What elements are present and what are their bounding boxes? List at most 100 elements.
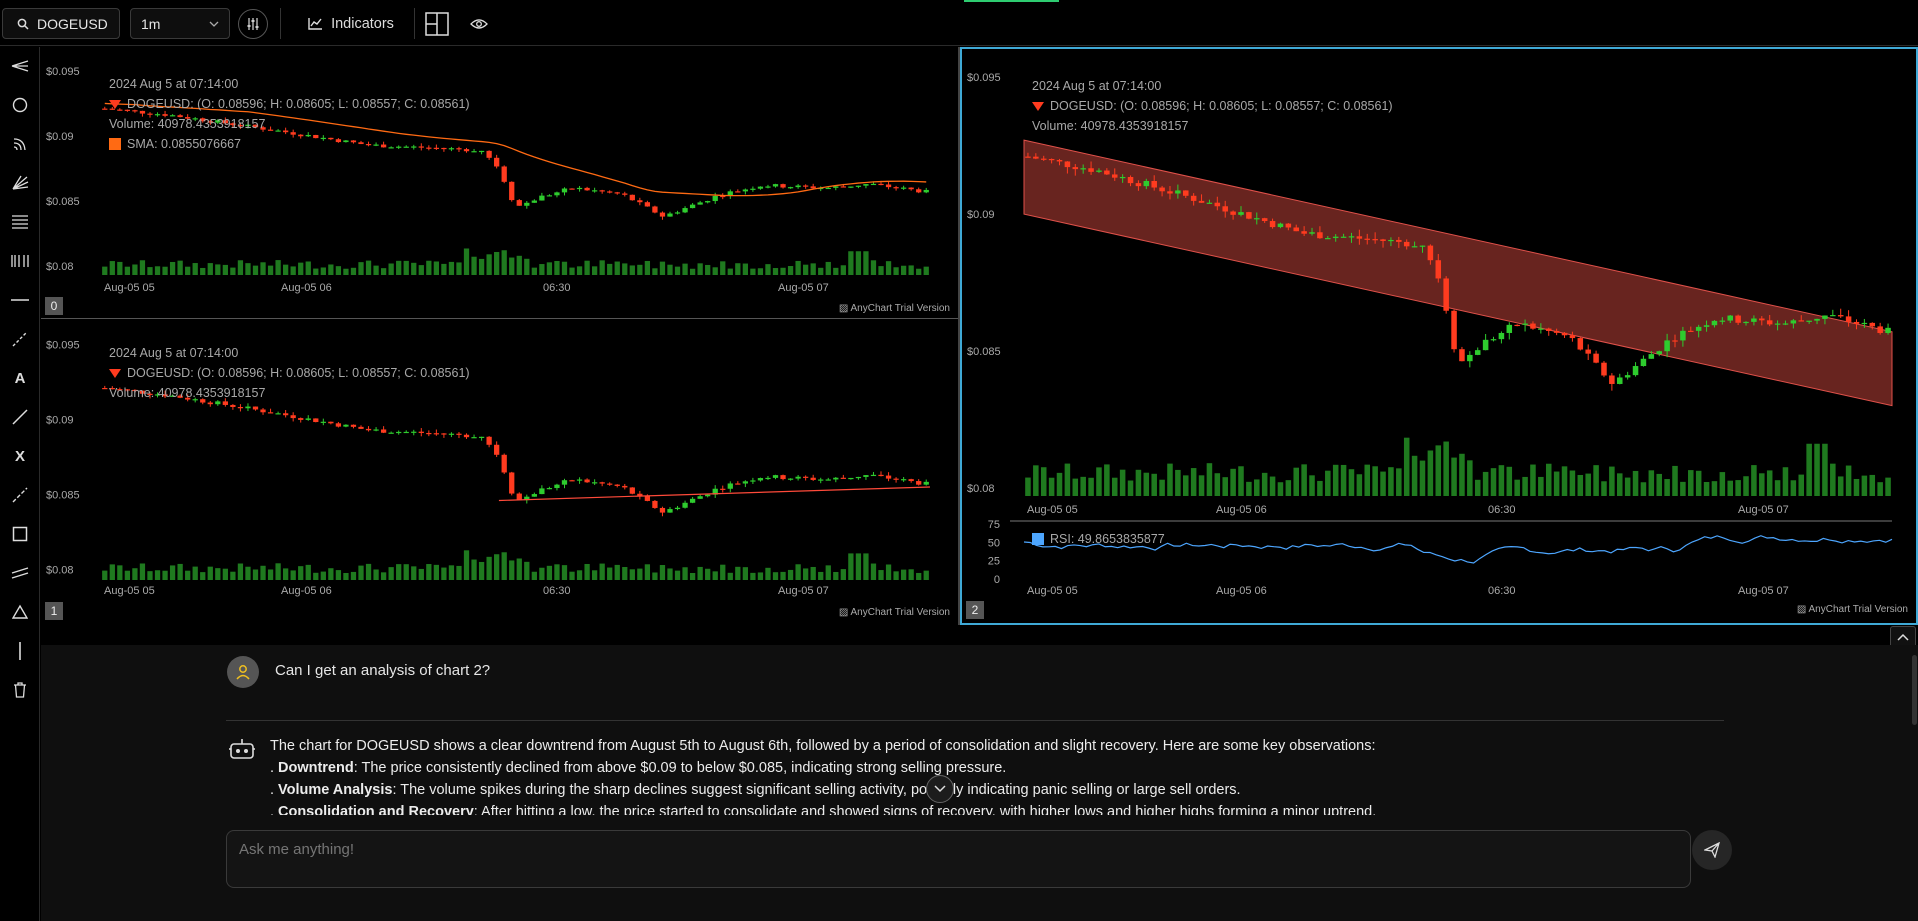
cross-tool-button[interactable]: X [8,444,32,468]
chart-panel-1[interactable]: $0.095 $0.09 $0.085 $0.08 Aug-05 05 Aug-05 06… [41,320,958,625]
legend-rsi: RSI: 49.8653835877 [1050,532,1165,546]
volume-bar [810,263,816,275]
volume-bar [102,570,108,580]
volume-bar [185,266,191,275]
candle-body [200,399,206,403]
chart-panel-2[interactable]: $0.095 $0.09 $0.085 $0.08 Aug-05 05 Aug-05 06… [960,47,1918,625]
candle-body [1530,323,1536,329]
candle-body [463,434,470,438]
vertical-line-tool-button[interactable] [8,639,32,663]
candle-body [448,433,455,435]
candle-body [757,478,764,481]
volume-bar [396,260,402,275]
legend-ohlc: DOGEUSD: (O: 0.08596; H: 0.08605; L: 0.0… [127,366,470,380]
volume-bar [569,571,575,580]
x-axis-tick-label: Aug-05 06 [1216,585,1267,597]
candle-body [1498,332,1505,340]
fib-arc-tool-button[interactable] [8,132,32,156]
volume-bar [1356,474,1363,496]
candle-body [1285,223,1292,228]
x-axis-tick-label: 06:30 [1488,585,1516,597]
chat-input[interactable] [226,830,1691,888]
text-tool-button[interactable]: A [8,366,32,390]
candle-body [117,109,123,111]
layout-button[interactable] [424,8,450,39]
candle-body [833,477,839,480]
legend-ohlc: DOGEUSD: (O: 0.08596; H: 0.08605; L: 0.0… [1050,99,1393,113]
horizontal-line-tool-button[interactable] [8,288,32,312]
delete-drawings-button[interactable] [8,678,32,702]
volume-bar [863,251,869,275]
pitchfork-icon [11,60,29,72]
volume-bar [192,566,198,580]
volume-bar [584,260,590,275]
candle-body [207,121,213,123]
candle-body [328,137,334,140]
symbol-search[interactable]: DOGEUSD [2,8,120,39]
ray-tool-button[interactable] [8,483,32,507]
price-chart[interactable]: $0.095 $0.09 $0.085 $0.08 Aug-05 05 Aug-05 06… [962,49,1916,623]
volume-bar [1309,475,1315,496]
channel-tool-button[interactable] [8,561,32,585]
fib-retracement-tool-button[interactable] [8,210,32,234]
candle-body [335,139,342,143]
timeframe-select[interactable]: 1m [130,8,230,39]
trend-line-tool-button[interactable] [8,327,32,351]
sma-color-swatch [109,138,121,150]
candle-body [109,388,115,390]
chart-settings-button[interactable] [236,8,270,39]
volume-bar [1522,476,1528,496]
y-axis-tick-label: $0.085 [967,346,1001,358]
chart-legend: 2024 Aug 5 at 07:14:00 DOGEUSD: (O: 0.08… [1032,76,1393,136]
rectangle-tool-button[interactable] [8,522,32,546]
volume-bar [1419,460,1426,496]
volume-bar [622,263,628,275]
volume-bar [893,571,899,580]
price-chart[interactable]: $0.095 $0.09 $0.085 $0.08 Aug-05 05 Aug-05 06… [41,320,958,625]
volume-bar [848,553,854,580]
volume-bar [267,569,274,580]
candle-body [531,200,537,203]
candle-body [207,402,213,405]
volume-bar [200,572,206,580]
candle-body [109,108,115,110]
chat-scrollbar[interactable] [1912,655,1917,725]
candle-body [1214,202,1221,207]
volume-bar [1072,478,1079,496]
circle-tool-button[interactable] [8,93,32,117]
volume-bar [222,264,228,275]
volume-bar [576,266,583,275]
candle-body [162,114,168,116]
candle-body [1759,318,1765,321]
volume-bar [1585,473,1591,496]
line-tool-button[interactable] [8,405,32,429]
fan-tool-button[interactable] [8,171,32,195]
candle-body [720,488,726,490]
eye-icon [470,18,488,29]
rsi-legend: RSI: 49.8653835877 [1032,529,1165,549]
visibility-button[interactable] [468,8,490,39]
candle-body [1482,339,1489,351]
fib-timezone-tool-button[interactable] [8,249,32,273]
volume-bar [1167,463,1173,496]
candle-body [772,475,779,478]
chart-panel-0[interactable]: $0.095 $0.09 $0.085 $0.08 Aug-05 05 Aug-05 06… [41,47,958,319]
candle-body [923,189,929,193]
candle-body [742,481,748,484]
volume-bar [1096,467,1102,496]
scroll-down-button[interactable] [926,775,954,803]
indicators-button[interactable]: Indicators [296,8,406,39]
candle-body [260,127,266,130]
volume-bar [1348,469,1355,496]
candle-body [169,115,176,117]
send-button[interactable] [1692,830,1732,870]
pitchfork-tool-button[interactable] [8,54,32,78]
triangle-tool-button[interactable] [8,600,32,624]
point-text: : The price consistently declined from a… [353,760,1007,776]
price-chart[interactable]: $0.095 $0.09 $0.085 $0.08 Aug-05 05 Aug-05 06… [41,47,958,319]
candle-body [388,147,394,149]
candle-body [1735,315,1741,323]
volume-bar [132,568,138,580]
candle-body [192,399,198,401]
candle-body [471,151,477,153]
